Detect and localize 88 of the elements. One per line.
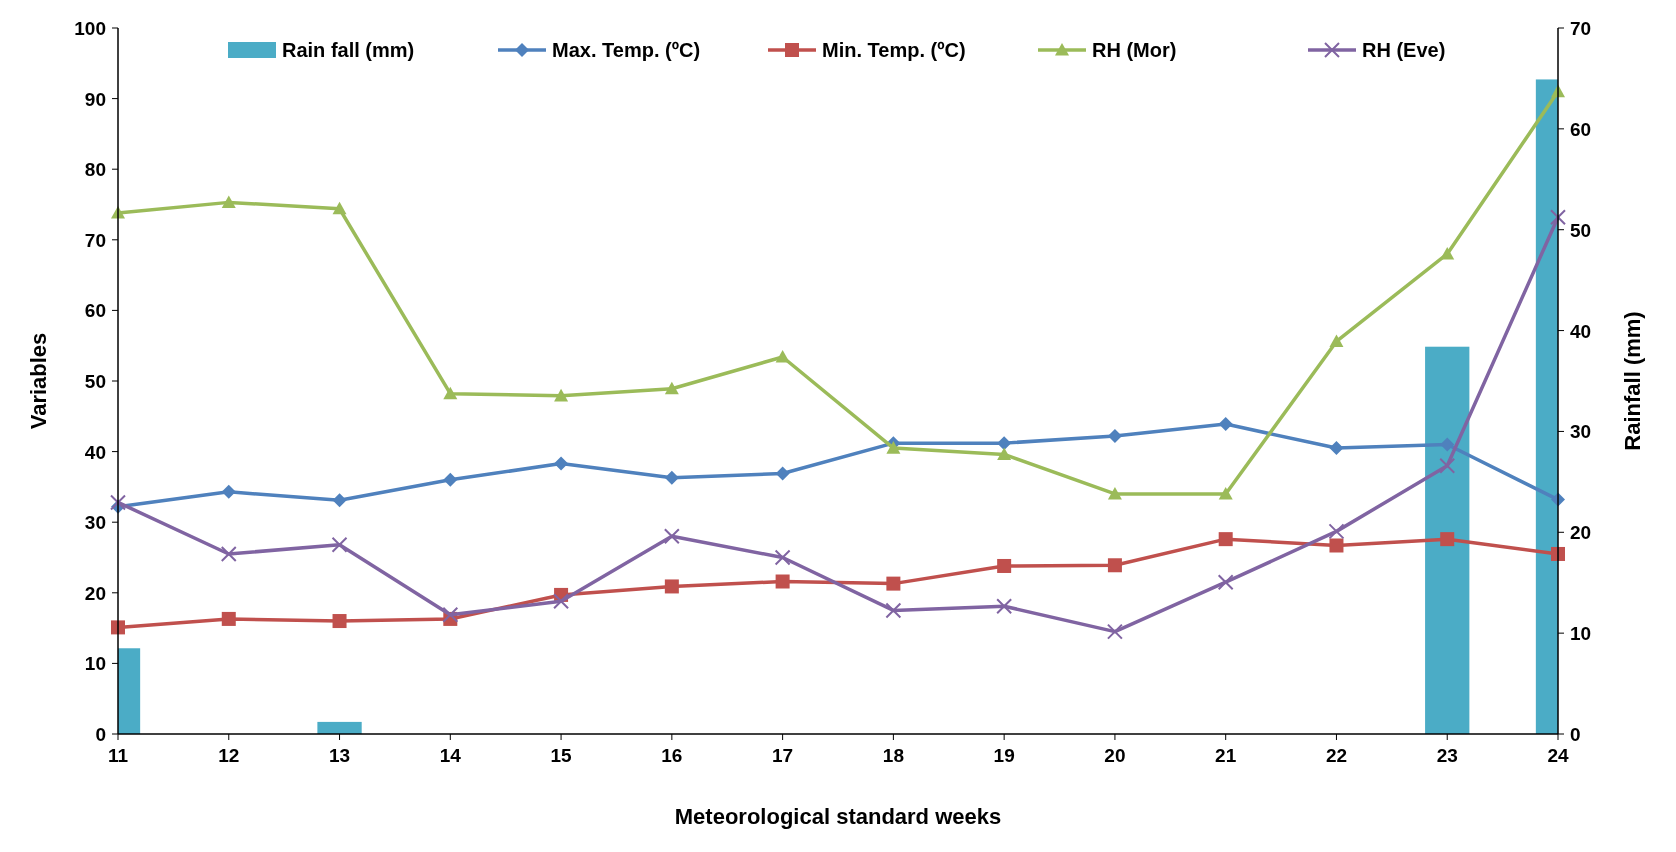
y2-tick-label: 60 xyxy=(1570,118,1592,140)
point xyxy=(664,470,679,485)
x-tick-label: 24 xyxy=(1547,745,1569,766)
x-tick-label: 13 xyxy=(328,745,351,766)
y-tick-label: 0 xyxy=(95,724,106,745)
y-axis-title: Variables xyxy=(26,332,51,430)
point xyxy=(332,201,347,215)
x-tick-label: 11 xyxy=(107,745,129,766)
x-tick-label: 21 xyxy=(1215,745,1237,766)
y2-tick-label: 50 xyxy=(1570,219,1592,241)
x-axis-title: Meteorological standard weeks xyxy=(674,804,1002,829)
point xyxy=(1328,523,1345,540)
point xyxy=(997,558,1012,573)
point xyxy=(221,195,236,208)
legend-label: RH (Mor) xyxy=(1092,39,1177,61)
y-tick-label: 50 xyxy=(84,371,106,392)
point xyxy=(443,386,458,400)
point xyxy=(885,602,902,619)
point xyxy=(664,381,679,395)
y2-tick-label: 30 xyxy=(1570,421,1592,443)
y-tick-label: 10 xyxy=(84,653,106,675)
x-tick-label: 17 xyxy=(772,745,794,766)
point xyxy=(1550,209,1566,226)
point xyxy=(1440,532,1455,547)
y-tick-label: 20 xyxy=(84,582,106,604)
point xyxy=(997,447,1012,461)
y2-tick-label: 10 xyxy=(1570,623,1592,645)
point xyxy=(774,549,791,566)
x-tick-label: 16 xyxy=(661,745,683,766)
y2-tick-label: 40 xyxy=(1570,320,1592,342)
point xyxy=(554,388,569,402)
legend-label: Max. Temp. (ºC) xyxy=(552,39,701,61)
point xyxy=(331,536,348,553)
point xyxy=(1440,437,1455,452)
point xyxy=(886,576,901,591)
point xyxy=(332,493,347,508)
point xyxy=(553,593,570,610)
point xyxy=(1329,334,1344,348)
point xyxy=(1217,574,1234,591)
point xyxy=(1439,457,1456,474)
point xyxy=(1329,441,1344,456)
y-tick-label: 70 xyxy=(84,229,106,251)
x-tick-label: 15 xyxy=(550,745,573,766)
x-tick-label: 14 xyxy=(439,745,462,766)
point xyxy=(996,598,1013,615)
x-tick-label: 23 xyxy=(1436,745,1458,766)
point xyxy=(1107,429,1122,444)
point xyxy=(442,606,459,623)
point xyxy=(1329,538,1344,553)
point xyxy=(221,484,236,499)
point xyxy=(775,466,790,481)
point xyxy=(775,350,790,363)
y2-tick-label: 20 xyxy=(1570,522,1592,544)
point xyxy=(443,472,458,487)
y-tick-label: 90 xyxy=(84,88,106,110)
point xyxy=(775,574,790,589)
y-tick-label: 40 xyxy=(84,441,106,463)
x-tick-label: 18 xyxy=(882,745,904,766)
x-tick-label: 20 xyxy=(1104,745,1126,766)
point xyxy=(554,456,569,471)
x-tick-label: 12 xyxy=(218,745,240,766)
y-tick-label: 30 xyxy=(84,512,106,534)
x-tick-label: 19 xyxy=(993,745,1015,766)
point xyxy=(1218,486,1233,500)
point xyxy=(663,528,680,545)
point xyxy=(1440,246,1455,260)
point xyxy=(664,579,679,594)
point xyxy=(221,611,236,626)
point xyxy=(332,614,347,629)
point xyxy=(1218,532,1233,547)
legend-label: Min. Temp. (ºC) xyxy=(822,39,966,61)
point xyxy=(220,545,237,562)
point xyxy=(1106,623,1123,640)
point xyxy=(110,494,126,511)
y2-tick-label: 70 xyxy=(1570,18,1592,39)
legend-label: Rain fall (mm) xyxy=(282,39,415,61)
y2-tick-label: 0 xyxy=(1570,724,1581,745)
point xyxy=(997,436,1012,451)
legend-label: RH (Eve) xyxy=(1362,39,1446,61)
point xyxy=(1107,558,1122,573)
point xyxy=(886,441,901,454)
y2-axis-title: Rainfall (mm) xyxy=(1620,311,1645,451)
point xyxy=(1218,417,1233,432)
point xyxy=(1107,486,1122,500)
x-tick-label: 22 xyxy=(1325,745,1348,766)
y-tick-label: 100 xyxy=(74,18,106,39)
y-tick-label: 60 xyxy=(84,300,106,322)
y-tick-label: 80 xyxy=(84,159,106,181)
